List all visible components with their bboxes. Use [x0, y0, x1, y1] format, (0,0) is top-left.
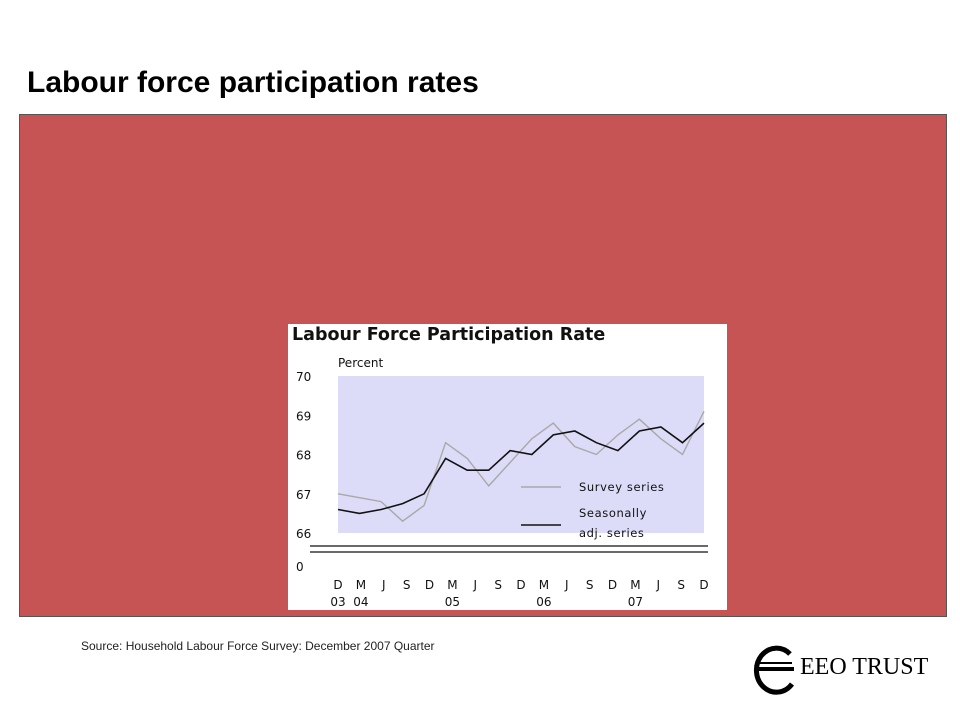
y-tick-label: 66: [296, 527, 311, 541]
x-year-label: 03: [330, 595, 345, 609]
series-line-survey: [337, 410, 705, 523]
x-year-label: 05: [445, 595, 460, 609]
x-tick-label: D: [699, 578, 708, 592]
eeo-trust-logo: EEO TRUST: [750, 640, 945, 700]
legend-label-seasonally-adjusted-line2: adj. series: [579, 526, 645, 540]
x-year-label: 04: [353, 595, 368, 609]
y-tick-label: 68: [296, 449, 311, 463]
x-tick-label: D: [425, 578, 434, 592]
source-note: Source: Household Labour Force Survey: D…: [81, 639, 435, 653]
chart-panel: Labour Force Participation Rate Percent …: [19, 114, 947, 617]
legend-label-survey: Survey series: [579, 480, 665, 494]
x-tick-label: J: [564, 578, 569, 592]
chart-title: Labour Force Participation Rate: [292, 325, 605, 345]
x-tick-label: S: [677, 578, 685, 592]
x-year-label: 07: [628, 595, 643, 609]
x-tick-label: J: [472, 578, 477, 592]
plot-background: [338, 376, 704, 533]
x-tick-label: M: [447, 578, 457, 592]
series-line-seasonally-adjusted: [337, 422, 705, 515]
y-tick-label: 67: [296, 488, 311, 502]
x-tick-label: S: [494, 578, 502, 592]
x-tick-label: S: [586, 578, 594, 592]
y-tick-label: 70: [296, 370, 311, 384]
x-tick-label: D: [516, 578, 525, 592]
participation-rate-chart: Labour Force Participation Rate Percent …: [292, 325, 709, 609]
x-tick-label: M: [630, 578, 640, 592]
y-tick-label: 0: [296, 560, 304, 574]
x-tick-label: M: [356, 578, 366, 592]
x-tick-label: S: [403, 578, 411, 592]
logo-e-mark: [753, 645, 795, 695]
slide-title: Labour force participation rates: [27, 66, 479, 99]
x-tick-label: J: [381, 578, 386, 592]
x-tick-label: J: [655, 578, 660, 592]
x-tick-label: M: [539, 578, 549, 592]
x-tick-label: D: [608, 578, 617, 592]
chart-image: Labour Force Participation Rate Percent …: [288, 324, 727, 610]
y-tick-label: 69: [296, 409, 311, 423]
x-tick-label: D: [333, 578, 342, 592]
x-year-label: 06: [536, 595, 551, 609]
legend-label-seasonally-adjusted: Seasonally: [579, 506, 647, 520]
logo-text: EEO TRUST: [800, 654, 929, 680]
y-axis-label: Percent: [338, 356, 383, 370]
